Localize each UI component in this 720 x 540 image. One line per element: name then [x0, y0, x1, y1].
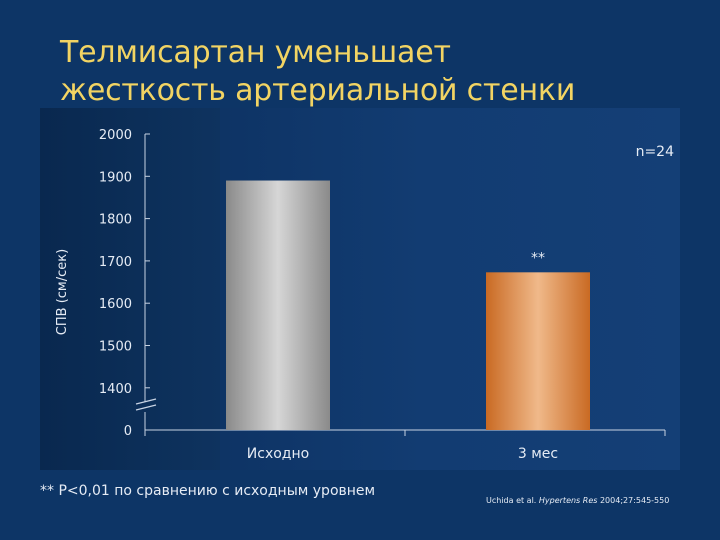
y-tick-label-1900: 1900 [99, 170, 132, 185]
bar-followup [486, 272, 590, 430]
significance-marker: ** [531, 250, 545, 266]
x-category-label-2: 3 мес [518, 446, 558, 462]
y-tick-label-1500: 1500 [99, 340, 132, 355]
slide-title-line-2: жесткость артериальной стенки [60, 73, 576, 108]
y-tick-label-1600: 1600 [99, 297, 132, 312]
bar-baseline [226, 180, 330, 430]
y-tick-label-1800: 1800 [99, 213, 132, 228]
axis-break-mark-2 [135, 404, 157, 411]
axis-break-mark-1 [135, 398, 157, 405]
sample-size-label: n=24 [636, 144, 675, 160]
y-tick-label-1400: 1400 [99, 382, 132, 397]
citation-details: 2004;27:545-550 [597, 496, 670, 505]
slide-title-line-1: Телмисартан уменьшает [60, 35, 451, 70]
y-tick-label-0: 0 [124, 424, 132, 439]
plot-panel-axis-area [40, 108, 220, 470]
labels: 2000 1900 1800 1700 1600 1500 1400 0 СПВ (см/сек… [55, 128, 674, 462]
y-tick-label-2000: 2000 [99, 128, 132, 143]
footnote: ** P<0,01 по сравнению с исходным уровне… [40, 483, 376, 499]
y-tick-label-1700: 1700 [99, 255, 132, 270]
citation-authors: Uchida et al. [486, 496, 539, 505]
slide-title: Телмисартан уменьшает жесткость артериал… [60, 34, 680, 110]
citation-journal: Hypertens Res [538, 496, 598, 505]
citation: Uchida et al. Hypertens Res 2004;27:545-… [486, 496, 669, 505]
y-axis-title: СПВ (см/сек) [55, 249, 70, 335]
x-category-label-1: Исходно [247, 446, 309, 462]
bars [226, 180, 590, 430]
